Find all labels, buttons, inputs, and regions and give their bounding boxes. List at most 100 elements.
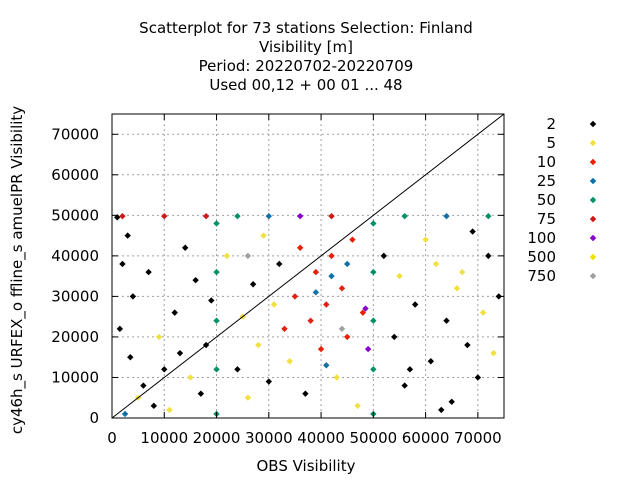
legend-marker <box>589 272 597 280</box>
legend-label: 75 <box>537 210 556 228</box>
scatter-point <box>291 293 299 300</box>
x-tick-label: 20000 <box>193 429 241 447</box>
one-to-one-line <box>111 113 505 419</box>
scatter-point <box>161 366 168 373</box>
scatter-point <box>249 281 257 288</box>
legend-label: 750 <box>527 267 556 285</box>
scatter-point <box>119 260 126 268</box>
scatter-point <box>312 289 320 296</box>
scatter-point <box>234 212 241 220</box>
scatter-point <box>422 236 429 243</box>
scatter-point <box>474 374 482 381</box>
y-tick-label: 70000 <box>51 125 99 143</box>
scatter-point <box>121 410 129 418</box>
scatter-point <box>448 398 455 405</box>
scatter-point <box>255 341 262 349</box>
scatter-point <box>464 341 471 349</box>
scatter-point <box>349 236 356 243</box>
scatter-point <box>234 366 241 373</box>
scatter-point <box>359 309 367 316</box>
scatter-point <box>406 366 414 373</box>
legend-marker <box>589 139 597 147</box>
legend-marker <box>589 215 597 223</box>
x-tick-label: 40000 <box>297 429 345 447</box>
scatter-point <box>485 212 492 220</box>
legend-label: 10 <box>537 153 556 171</box>
y-axis-label: cy46h_s URFEX_o ffline_s amuelPR Visibil… <box>8 106 27 434</box>
legend-marker <box>589 158 597 166</box>
scatter-point <box>323 301 330 308</box>
scatter-point <box>116 325 124 333</box>
y-tick-label: 60000 <box>51 166 99 184</box>
scatter-point <box>260 232 267 239</box>
y-tick-label: 30000 <box>51 287 99 305</box>
legend-label: 5 <box>546 134 556 152</box>
legend-marker <box>589 196 597 204</box>
scatter-point <box>155 333 163 341</box>
y-tick-label: 10000 <box>51 368 99 386</box>
scatter-point <box>244 252 252 260</box>
scatter-point <box>338 325 346 333</box>
scatter-point <box>401 212 408 220</box>
scatter-point <box>323 362 330 369</box>
x-tick-label: 10000 <box>140 429 188 447</box>
x-tick-label: 0 <box>107 429 117 447</box>
scatter-point <box>438 406 445 414</box>
scatter-point <box>213 220 220 227</box>
scatter-point <box>333 374 340 381</box>
scatter-point <box>187 374 194 381</box>
scatter-point <box>344 333 351 341</box>
title-line-2: Visibility [m] <box>259 38 353 56</box>
scatter-point <box>312 268 320 276</box>
legend-label: 2 <box>546 115 556 133</box>
scatter-point <box>171 309 178 316</box>
scatter-point <box>432 260 440 268</box>
legend-marker <box>589 234 597 242</box>
legend-label: 100 <box>527 229 556 247</box>
x-tick-label: 30000 <box>245 429 293 447</box>
scatter-point <box>364 345 372 353</box>
y-tick-label: 50000 <box>51 206 99 224</box>
scatter-point <box>328 272 335 280</box>
legend-label: 500 <box>527 248 556 266</box>
scatter-point <box>265 212 272 220</box>
title-line-1: Scatterplot for 73 stations Selection: F… <box>139 19 473 37</box>
scatter-point <box>443 317 450 324</box>
scatter-point <box>270 301 278 308</box>
scatter-point <box>370 317 377 324</box>
scatter-point <box>176 349 184 357</box>
scatter-point <box>213 268 220 276</box>
x-tick-label: 60000 <box>402 429 450 447</box>
x-tick-label: 70000 <box>454 429 502 447</box>
scatter-point <box>307 317 314 324</box>
legend-marker <box>589 120 597 128</box>
scatter-point <box>197 390 205 397</box>
y-tick-label: 20000 <box>51 328 99 346</box>
scatter-point <box>265 378 272 385</box>
scatter-point <box>458 268 466 276</box>
scatter-point <box>124 232 131 239</box>
scatter-point <box>181 244 189 251</box>
scatter-point <box>370 268 377 276</box>
scatter-point <box>370 220 377 227</box>
scatter-point <box>244 394 252 401</box>
scatter-point <box>213 366 220 373</box>
scatter-point <box>129 293 137 300</box>
title-line-3: Period: 20220702-20220709 <box>199 57 414 75</box>
x-axis-ticks: 0 10000 20000 30000 40000 50000 60000 70000 <box>107 114 502 447</box>
scatter-point <box>354 402 361 410</box>
scatter-point <box>427 358 435 365</box>
scatter-point <box>150 402 158 410</box>
scatter-point <box>140 382 147 389</box>
title-line-4: Used 00,12 + 00 01 ... 48 <box>209 76 402 94</box>
scatter-point <box>396 272 403 280</box>
scatter-point <box>127 354 134 361</box>
y-axis-ticks: 0 10000 20000 30000 40000 50000 60000 70000 <box>51 125 504 427</box>
scatter-point <box>317 345 325 353</box>
scatter-point <box>485 252 492 260</box>
scatter-point <box>344 260 351 268</box>
scatter-point <box>145 268 152 276</box>
scatter-point <box>161 212 168 220</box>
